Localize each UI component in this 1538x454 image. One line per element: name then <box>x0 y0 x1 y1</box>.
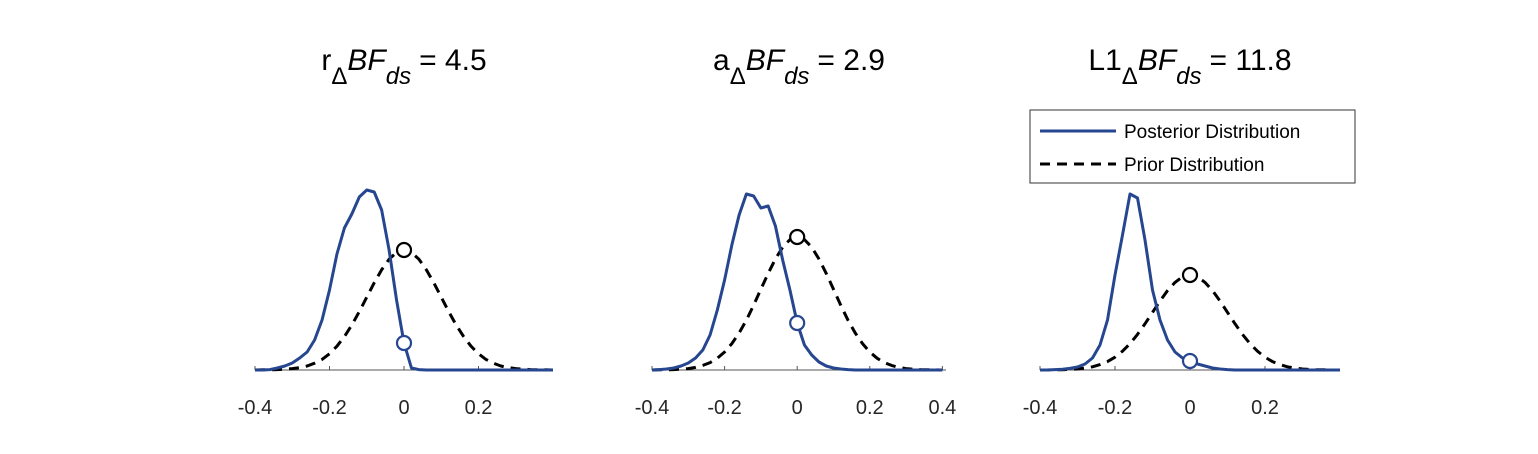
legend-label: Prior Distribution <box>1124 155 1264 176</box>
x-tick-label: -0.4 <box>635 397 669 419</box>
panel: rΔBFds = 4.5 -0.4 -0.2 0 0.2 <box>238 44 554 419</box>
density-at-zero <box>395 334 413 352</box>
density-at-zero <box>395 241 413 259</box>
title-part: L1 <box>1088 44 1121 77</box>
title-part: BF <box>1138 44 1178 77</box>
x-tick-label: 0.4 <box>928 397 956 419</box>
x-tick-label: 0 <box>398 397 409 419</box>
panel-title: L1ΔBFds = 11.8 <box>1088 44 1291 90</box>
title-part: r <box>321 44 331 77</box>
x-tick-label: -0.4 <box>238 397 272 419</box>
panel: L1ΔBFds = 11.8 -0.4 -0.2 0 0.2 Posterior Distr… <box>1023 44 1356 419</box>
density-line <box>651 192 943 372</box>
title-part: Δ <box>1122 63 1138 90</box>
x-tick-label: 0 <box>792 397 803 419</box>
title-part: BF <box>746 44 786 77</box>
density-line <box>651 235 943 372</box>
title-part: ds <box>1176 63 1201 90</box>
legend-box <box>1029 109 1356 184</box>
density-at-zero <box>1181 352 1199 370</box>
panel: aΔBFds = 2.9 -0.4 -0.2 0 0.2 0.4 <box>635 44 957 419</box>
title-part: Δ <box>331 63 347 90</box>
x-tick-label: -0.2 <box>707 397 741 419</box>
x-tick-label: -0.2 <box>1098 397 1132 419</box>
x-tick-label: -0.4 <box>1023 397 1057 419</box>
density-at-zero <box>1181 266 1199 284</box>
title-part: ds <box>784 63 809 90</box>
x-tick-label: 0.2 <box>465 397 493 419</box>
panel-title: aΔBFds = 2.9 <box>713 44 885 90</box>
x-tick-label: 0 <box>1184 397 1195 419</box>
density-at-zero <box>789 228 806 246</box>
x-tick-label: 0.2 <box>1251 397 1279 419</box>
x-tick-label: -0.2 <box>312 397 346 419</box>
legend-label: Posterior Distribution <box>1124 122 1300 143</box>
title-part: a <box>713 44 730 77</box>
title-part: Δ <box>730 63 746 90</box>
x-tick-label: 0.2 <box>856 397 884 419</box>
density-at-zero <box>789 314 806 332</box>
title-part: = 11.8 <box>1210 44 1292 77</box>
title-part: BF <box>347 44 387 77</box>
title-part: ds <box>386 63 411 90</box>
title-part: = 2.9 <box>817 44 885 77</box>
density-line <box>254 248 554 372</box>
title-part: = 4.5 <box>419 44 487 77</box>
panel-title: rΔBFds = 4.5 <box>321 44 486 90</box>
